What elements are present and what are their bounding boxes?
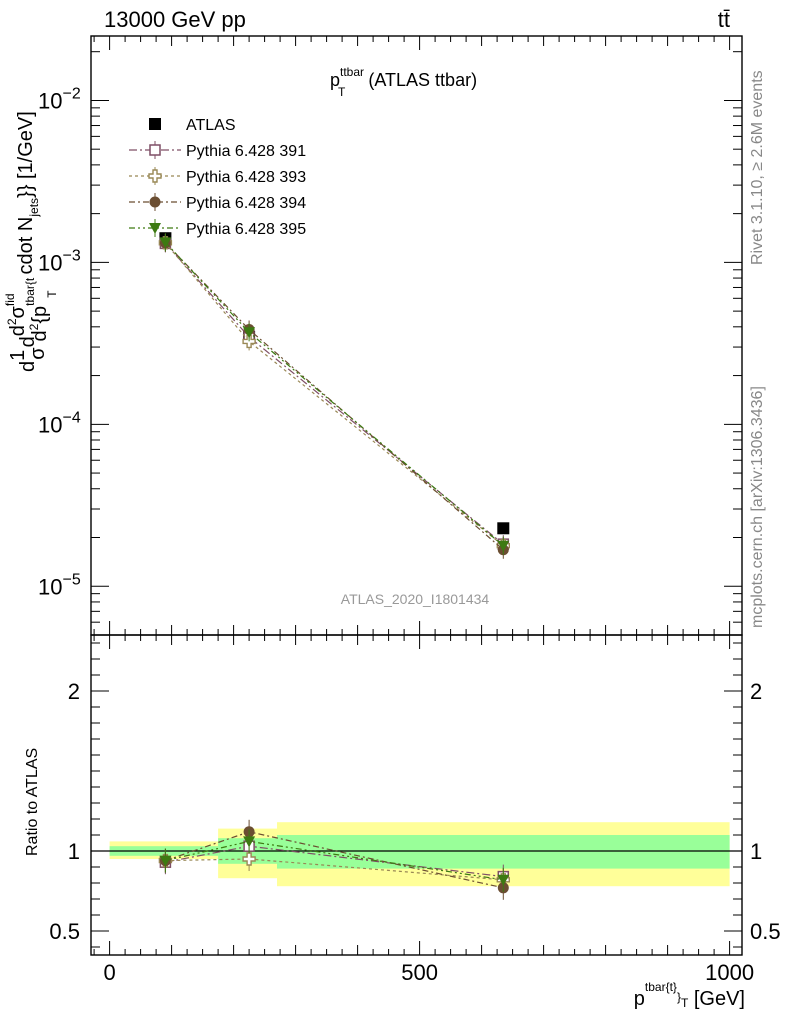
- x-tick-label: 0: [103, 960, 115, 985]
- ratio-point: [243, 836, 256, 848]
- main-point-shape: [243, 327, 256, 339]
- x-tick-label: 1000: [705, 960, 754, 985]
- legend-marker: [149, 223, 161, 234]
- main-series-line: [164, 242, 504, 545]
- legend: ATLAS Pythia 6.428 391 Pythia 6.428 393 Pyt…: [129, 117, 306, 238]
- y-tick-label: 10−2: [38, 85, 81, 113]
- y-tick-label: 10−5: [38, 571, 81, 599]
- ratio-point-shape: [242, 852, 256, 866]
- plot-title: pttbar T (ATLAS ttbar): [330, 65, 477, 99]
- main-point-shape: [497, 540, 510, 552]
- legend-marker: [148, 169, 162, 183]
- ratio-point: [242, 852, 256, 866]
- ratio-frame: [90, 634, 743, 956]
- legend-marker: [149, 144, 161, 156]
- main-point-shape: [242, 334, 256, 349]
- ratio-y-tick-label-right: 2: [750, 679, 762, 704]
- mcplots-label: mcplots.cern.ch [arXiv:1306.3436]: [749, 386, 766, 628]
- legend-marker-shape: [149, 223, 161, 234]
- main-series-line: [164, 241, 504, 547]
- legend-label: Pythia 6.428 393: [186, 169, 306, 186]
- header-energy-label: 13000 GeV pp: [104, 7, 246, 32]
- ratio-point-shape: [243, 836, 256, 848]
- x-tick-label: 500: [401, 960, 438, 985]
- ratio-band-inner: [277, 835, 730, 869]
- legend-marker-shape: [148, 169, 162, 183]
- x-axis-label: ptbar{t}}T [GeV]: [634, 980, 745, 1010]
- main-series-line: [164, 242, 504, 551]
- ratio-y-tick-label-right: 1: [750, 839, 762, 864]
- legend-marker: [149, 118, 161, 130]
- header-process-label: tt̄: [718, 7, 730, 32]
- legend-label: Pythia 6.428 395: [186, 221, 306, 238]
- ratio-tick-labels: 0.5 0.5 1 1 2 2 0 500 1000: [49, 679, 780, 985]
- rivet-version-label: Rivet 3.1.10, ≥ 2.6M events: [749, 70, 766, 265]
- ratio-series-group: [158, 819, 510, 900]
- legend-marker-shape: [149, 118, 161, 130]
- ratio-point-shape: [497, 874, 510, 886]
- legend-marker: [149, 196, 161, 208]
- main-point: [497, 540, 510, 552]
- ratio-series-line: [165, 858, 504, 881]
- legend-label: ATLAS: [186, 117, 236, 134]
- y-tick-label: 10−3: [38, 247, 81, 275]
- legend-marker-shape: [149, 196, 161, 208]
- legend-label: Pythia 6.428 394: [186, 195, 306, 212]
- ratio-point: [159, 855, 172, 867]
- ratio-axes: [90, 634, 743, 956]
- main-point: [159, 237, 172, 249]
- main-point: [242, 334, 256, 349]
- main-series-group: [158, 232, 510, 559]
- main-point: [497, 522, 510, 535]
- analysis-watermark: ATLAS_2020_I1801434: [341, 591, 490, 607]
- ratio-uncertainty-bands: [109, 822, 730, 887]
- main-point-shape: [159, 237, 172, 249]
- ratio-point-shape: [159, 855, 172, 867]
- ratio-point: [497, 874, 510, 886]
- ratio-y-tick-label: 2: [68, 679, 80, 704]
- y-tick-label: 10−4: [38, 409, 81, 437]
- main-point-shape: [497, 522, 510, 535]
- legend-label: Pythia 6.428 391: [186, 143, 306, 160]
- ratio-y-axis-label: Ratio to ATLAS: [24, 748, 41, 856]
- ratio-y-tick-label: 1: [68, 839, 80, 864]
- ratio-y-tick-label-right: 0.5: [750, 919, 781, 944]
- main-series-line: [164, 242, 504, 547]
- main-tick-labels: 10−5 10−4 10−3 10−2: [38, 85, 81, 599]
- main-point: [243, 327, 256, 339]
- main-y-axis-label: d1σdd2σfidd2{ptbar{t Tcdot Njets}} [1/GeV…: [3, 111, 59, 372]
- main-axes: [90, 35, 743, 636]
- legend-marker-shape: [149, 144, 161, 156]
- ratio-y-tick-label: 0.5: [49, 919, 80, 944]
